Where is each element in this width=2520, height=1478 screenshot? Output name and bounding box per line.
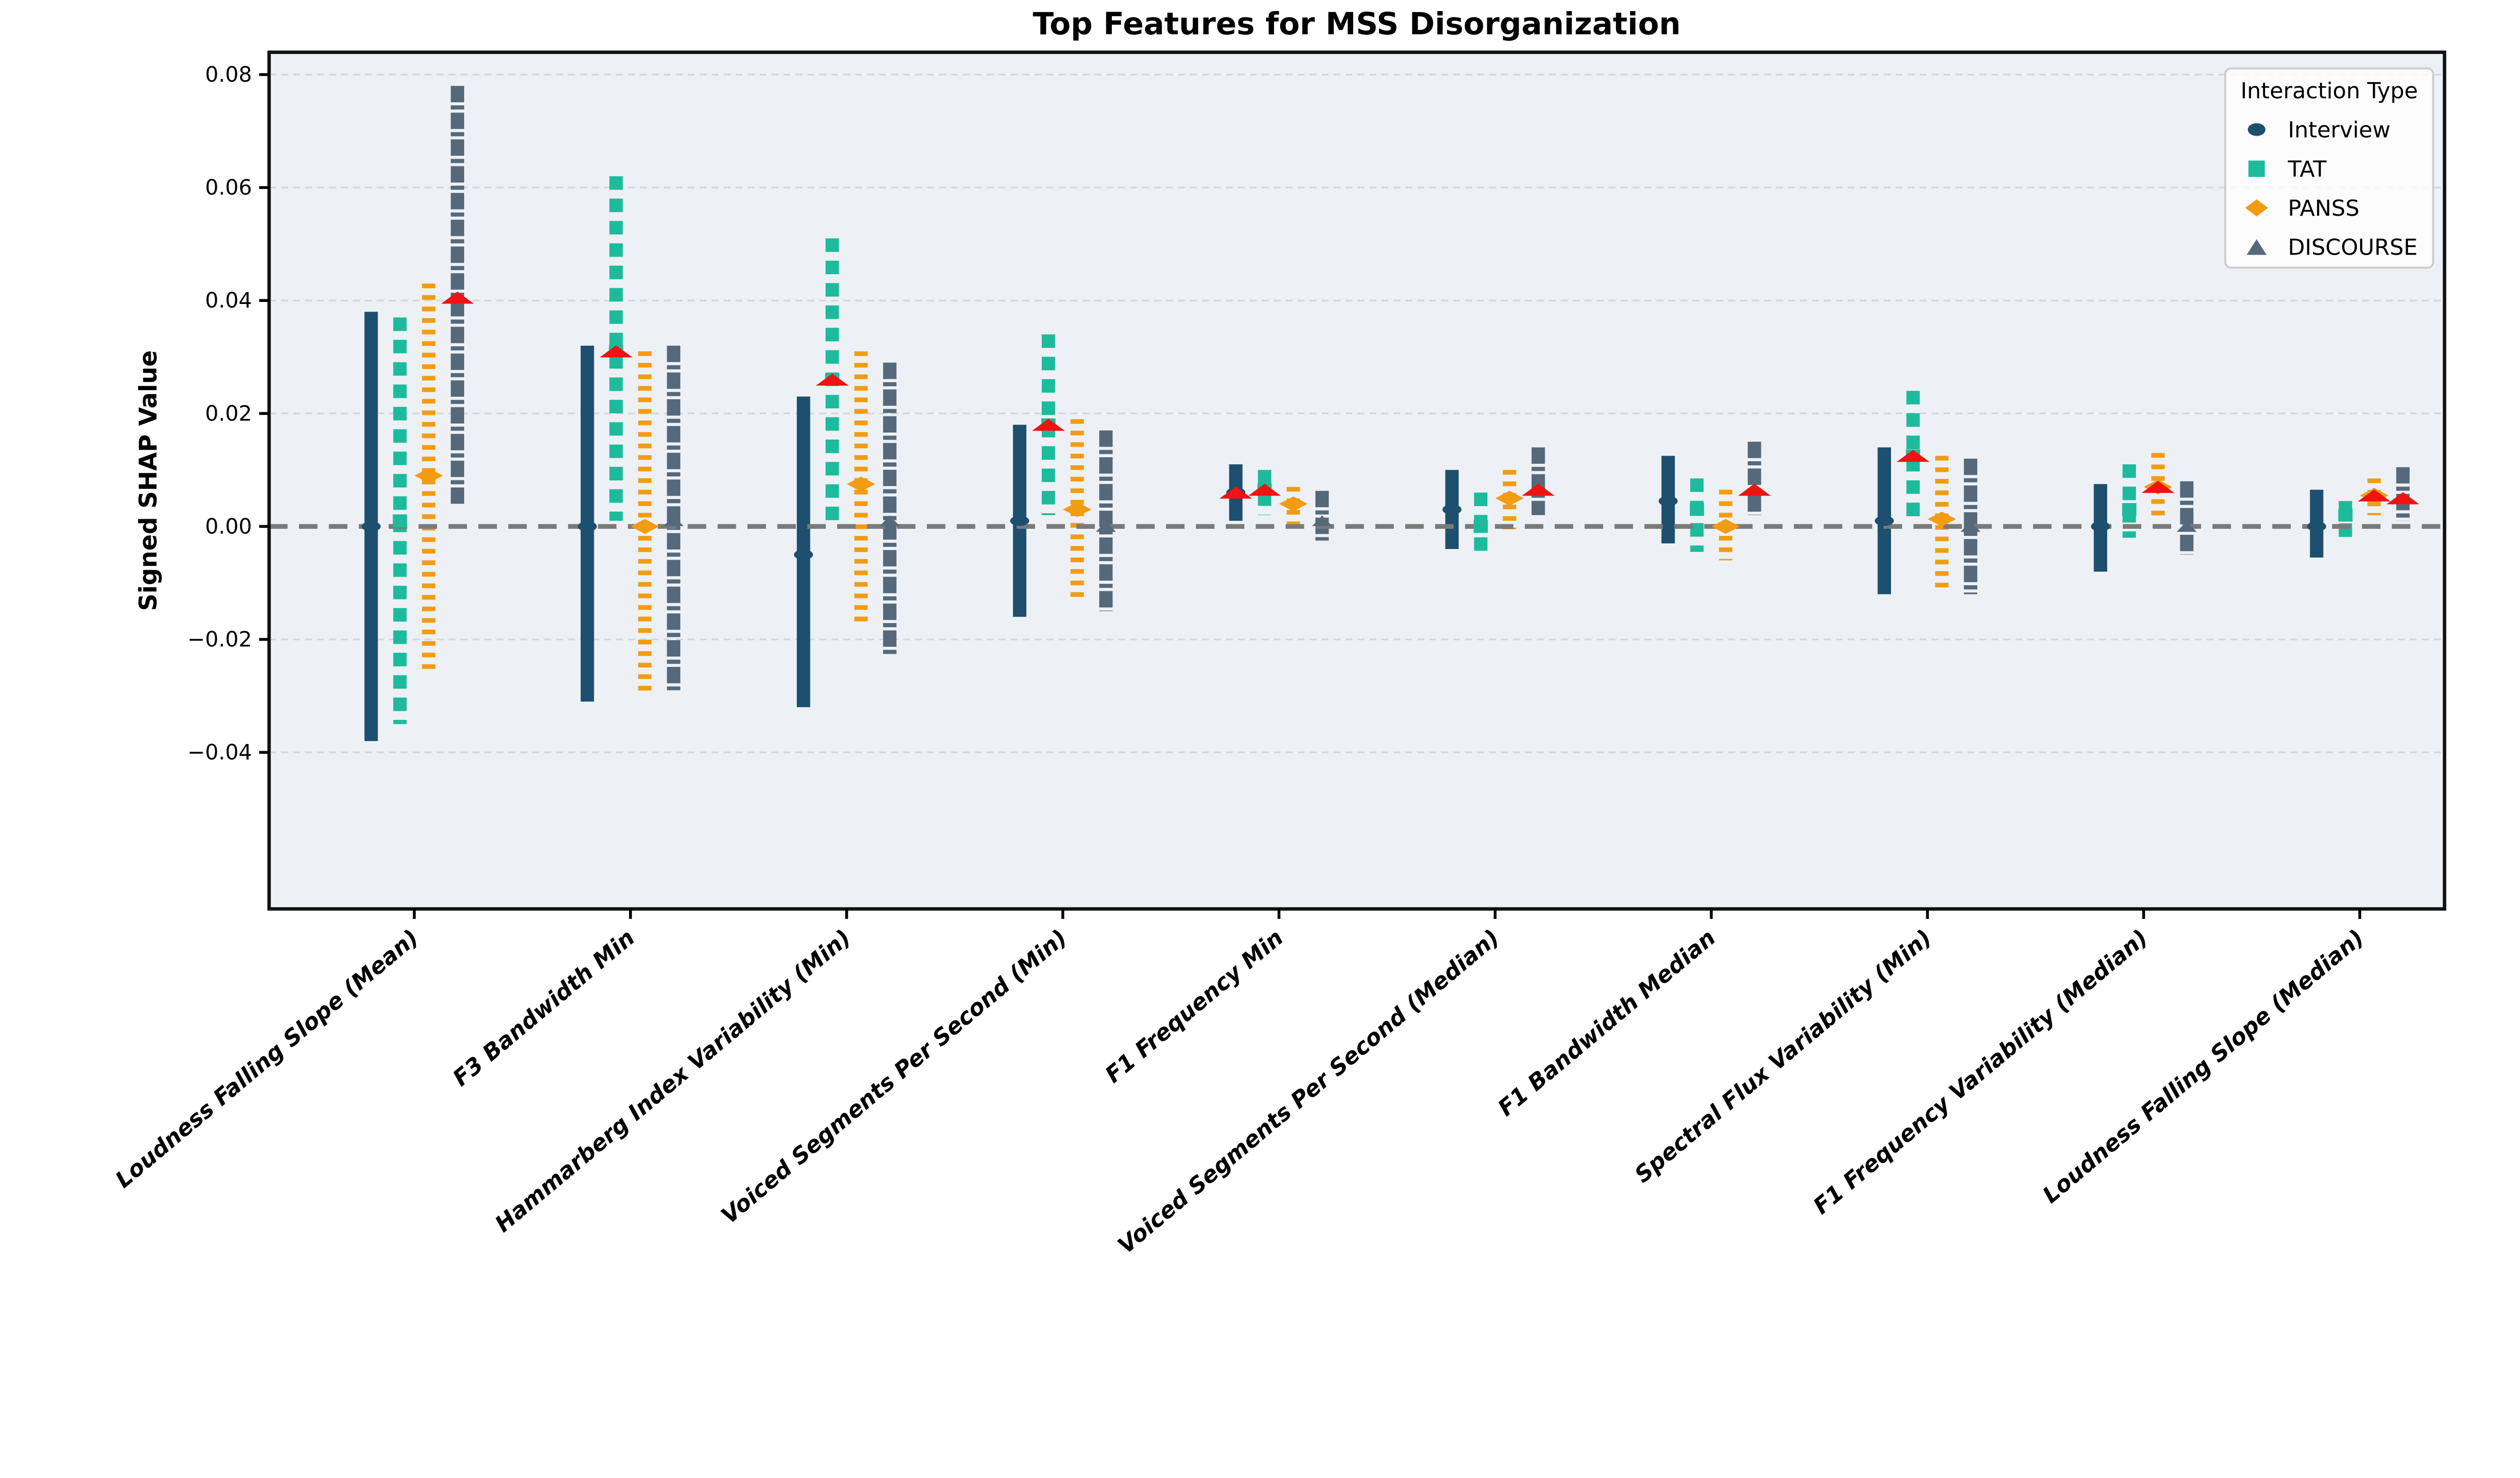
marker-discourse-2 xyxy=(879,515,900,526)
significant-marker-discourse-9 xyxy=(2386,492,2420,505)
chart-title: Top Features for MSS Disorganization xyxy=(1033,7,1681,42)
marker-interview-8 xyxy=(2091,521,2110,532)
x-tick-label: F1 Bandwidth Median xyxy=(1493,925,1721,1122)
marker-discourse-8 xyxy=(2177,521,2197,532)
shap-errorbar-chart: 0.08 0.06 0.04 0.02 0.00 −0.02 −0.04 Loudness F… xyxy=(110,7,2446,1259)
legend-label: PANSS xyxy=(2288,196,2360,221)
marker-tat-0 xyxy=(393,514,407,527)
significant-marker-interview-4 xyxy=(1219,486,1252,499)
marker-discourse-4 xyxy=(1312,515,1332,526)
significant-marker-discourse-6 xyxy=(1738,483,1771,496)
x-tick-label: Voiced Segments Per Second (Median) xyxy=(1113,925,1504,1259)
y-tick-label: −0.04 xyxy=(187,740,252,765)
x-tick-label: F3 Bandwidth Min xyxy=(448,925,640,1091)
y-tick-label: 0.02 xyxy=(205,401,252,425)
marker-panss-4 xyxy=(1279,496,1308,512)
legend-marker-interview-circle-icon xyxy=(2247,123,2265,136)
plot-area xyxy=(269,52,2445,909)
marker-interview-3 xyxy=(1010,515,1030,526)
x-tick-label: F1 Frequency Min xyxy=(1100,925,1288,1088)
y-tick-label: 0.04 xyxy=(205,288,252,313)
plot-border xyxy=(267,50,2446,911)
marker-panss-1 xyxy=(631,519,659,534)
marker-tat-8 xyxy=(2122,503,2136,516)
marker-interview-2 xyxy=(794,549,813,560)
marker-interview-7 xyxy=(1874,515,1894,526)
legend-title: Interaction Type xyxy=(2241,78,2418,104)
x-tick-label: Hammarberg Index Variability (Min) xyxy=(490,925,856,1238)
significant-marker-tat-1 xyxy=(599,345,633,357)
marker-discourse-7 xyxy=(1961,521,1981,532)
marker-panss-3 xyxy=(1063,502,1092,517)
significant-marker-tat-7 xyxy=(1897,450,1930,462)
x-tick-label: F1 Frequency Variability (Median) xyxy=(1808,925,2153,1219)
marker-panss-6 xyxy=(1711,519,1740,534)
legend-label: Interview xyxy=(2288,117,2391,143)
legend-label: DISCOURSE xyxy=(2288,235,2418,261)
marker-interview-6 xyxy=(1658,496,1678,507)
y-tick-label: 0.06 xyxy=(205,175,252,200)
x-tick-label: Voiced Segments Per Second (Min) xyxy=(716,925,1072,1229)
marker-panss-2 xyxy=(847,476,875,492)
marker-tat-9 xyxy=(2338,509,2353,522)
legend-label: TAT xyxy=(2288,156,2327,182)
marker-panss-5 xyxy=(1495,490,1524,506)
marker-interview-9 xyxy=(2307,521,2326,532)
legend-box xyxy=(2224,67,2434,269)
legend-marker-discourse-triangle-icon xyxy=(2246,239,2267,255)
legend-marker-panss-diamond-icon xyxy=(2245,199,2268,217)
marker-discourse-1 xyxy=(663,515,684,526)
marker-discourse-3 xyxy=(1096,521,1116,532)
significant-marker-tat-2 xyxy=(815,374,849,386)
marker-tat-5 xyxy=(1473,520,1488,533)
y-tick-label: 0.00 xyxy=(205,514,252,538)
significant-marker-tat-3 xyxy=(1032,418,1065,431)
marker-interview-0 xyxy=(361,521,381,532)
marker-interview-5 xyxy=(1442,504,1462,515)
significant-marker-panss-9 xyxy=(2358,489,2391,502)
y-axis-label: Signed SHAP Value xyxy=(135,350,163,611)
figure-container: 0.08 0.06 0.04 0.02 0.00 −0.02 −0.04 Loudness F… xyxy=(110,7,2446,1259)
significant-marker-panss-8 xyxy=(2141,480,2175,493)
significant-marker-discourse-5 xyxy=(1522,483,1555,496)
x-tick-label: Loudness Falling Slope (Mean) xyxy=(110,925,423,1193)
marker-panss-7 xyxy=(1927,511,1957,527)
y-tick-label: −0.02 xyxy=(187,627,252,652)
marker-tat-6 xyxy=(1689,503,1705,516)
significant-marker-discourse-0 xyxy=(441,291,474,304)
marker-interview-1 xyxy=(578,521,597,532)
y-tick-label: 0.08 xyxy=(205,62,252,87)
legend-marker-tat-square-icon xyxy=(2248,160,2265,177)
significant-marker-tat-4 xyxy=(1248,483,1281,496)
